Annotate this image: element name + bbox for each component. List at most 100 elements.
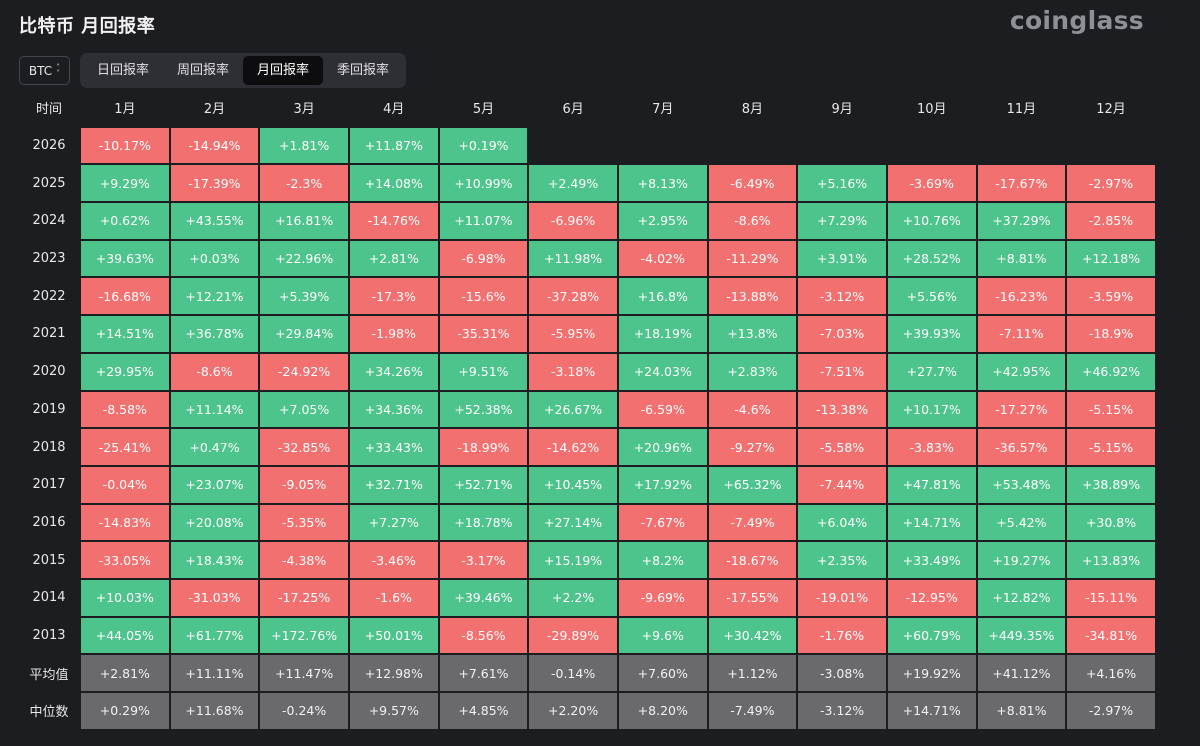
stat-cell: +11.11% [170,655,259,691]
row-year-label: 2013 [32,627,66,643]
stat-cell: +4.85% [439,693,528,729]
return-cell: +12.82% [977,579,1066,616]
return-cell: +12.21% [170,278,259,315]
return-cell: +27.7% [887,353,976,390]
return-cell: -5.15% [1067,429,1155,465]
return-cell: -3.46% [349,542,438,578]
tab-monthly-return[interactable]: 月回报率 [243,56,323,85]
return-cell: +52.71% [439,466,528,503]
return-cell: -7.49% [708,504,797,541]
stat-cell: -0.24% [260,693,348,729]
return-cell: +60.79% [887,617,976,654]
return-cell: +1.81% [260,127,348,164]
page-title: 比特币 月回报率 [19,16,156,37]
return-cell: +0.03% [170,240,259,277]
return-cell: +12.18% [1067,240,1155,277]
return-cell: -32.85% [260,429,348,465]
empty-cell [529,128,617,164]
return-cell: +30.8% [1067,504,1155,541]
row-year-label: 2024 [32,213,66,229]
return-cell: -7.44% [798,466,886,503]
return-cell: -24.92% [260,353,348,390]
return-cell: -9.27% [708,429,797,465]
stat-cell: -2.97% [1067,693,1155,729]
coin-select[interactable]: BTC ˄ ˅ [19,56,70,85]
return-cell: +8.13% [618,165,707,202]
return-cell: -4.38% [260,542,348,578]
return-cell: +29.95% [81,353,169,390]
return-cell: -5.35% [260,504,348,541]
column-header-month: 2月 [203,102,226,118]
return-cell: +7.05% [260,391,348,428]
return-cell: +17.92% [618,466,707,503]
return-cell: +15.19% [529,542,617,578]
return-cell: +14.08% [349,165,438,202]
stat-cell: +2.20% [529,693,617,729]
empty-cell [709,128,797,164]
return-cell: -8.56% [439,617,528,654]
row-year-label: 2022 [32,288,66,304]
return-cell: -29.89% [529,617,617,654]
return-cell: -35.31% [439,316,528,352]
tab-weekly-return[interactable]: 周回报率 [176,63,229,78]
stat-cell: +11.68% [170,693,259,729]
return-cell: -4.02% [618,240,707,277]
return-cell: -6.59% [618,391,707,428]
return-cell: -6.96% [529,203,617,239]
return-cell: +50.01% [349,617,438,654]
stat-cell: +19.92% [887,655,976,691]
return-cell: +7.29% [798,203,886,239]
return-cell: -37.28% [529,278,617,315]
empty-cell [978,128,1066,164]
empty-cell [798,128,886,164]
return-cell: -3.59% [1067,278,1155,315]
chevron-updown-icon: ˄ ˅ [56,62,61,78]
return-cell: +5.39% [260,278,348,315]
stat-cell: -0.14% [529,655,617,691]
return-cell: -13.88% [708,278,797,315]
column-header-month: 10月 [916,102,947,118]
column-header-time: 时间 [35,102,62,118]
return-cell: +33.49% [887,542,976,578]
return-cell: -17.67% [977,165,1066,202]
return-cell: -10.17% [81,127,169,164]
return-cell: -1.76% [798,617,886,654]
return-cell: +10.45% [529,466,617,503]
return-cell: +23.07% [170,466,259,503]
return-cell: -15.6% [439,278,528,315]
return-cell: +9.6% [618,617,707,654]
return-cell: +11.07% [439,203,528,239]
return-cell: +44.05% [81,617,169,654]
return-cell: +28.52% [887,240,976,277]
stat-cell: +7.61% [439,655,528,691]
return-cell: +22.96% [260,240,348,277]
stat-cell: +9.57% [349,693,438,729]
return-cell: +42.95% [977,353,1066,390]
tab-daily-return[interactable]: 日回报率 [96,63,149,78]
return-cell: -17.3% [349,278,438,315]
return-cell: +18.43% [170,542,259,578]
tab-quarterly-return[interactable]: 季回报率 [336,63,389,78]
column-header-month: 3月 [293,102,315,118]
return-cell: -7.11% [977,316,1066,352]
return-cell: -8.58% [81,391,169,428]
return-cell: +5.42% [977,504,1066,541]
return-cell: +449.35% [977,617,1066,654]
return-cell: +6.04% [798,504,886,541]
column-header-month: 9月 [831,102,853,118]
column-header-month: 4月 [383,102,405,118]
column-header-month: 12月 [1096,102,1126,118]
return-cell: -3.83% [887,429,976,465]
return-cell: +2.35% [798,542,886,578]
return-cell: -3.69% [887,165,976,202]
return-cell: -36.57% [977,429,1066,465]
row-year-label: 2025 [32,175,66,191]
row-year-label: 2015 [32,552,66,568]
stat-cell: +8.81% [977,693,1066,729]
return-cell: +10.17% [887,391,976,428]
return-cell: +20.96% [618,429,707,465]
return-cell: +5.16% [798,165,886,202]
return-cell: +14.71% [887,504,976,541]
return-cell: +10.76% [887,203,976,239]
return-cell: -1.6% [349,579,438,616]
